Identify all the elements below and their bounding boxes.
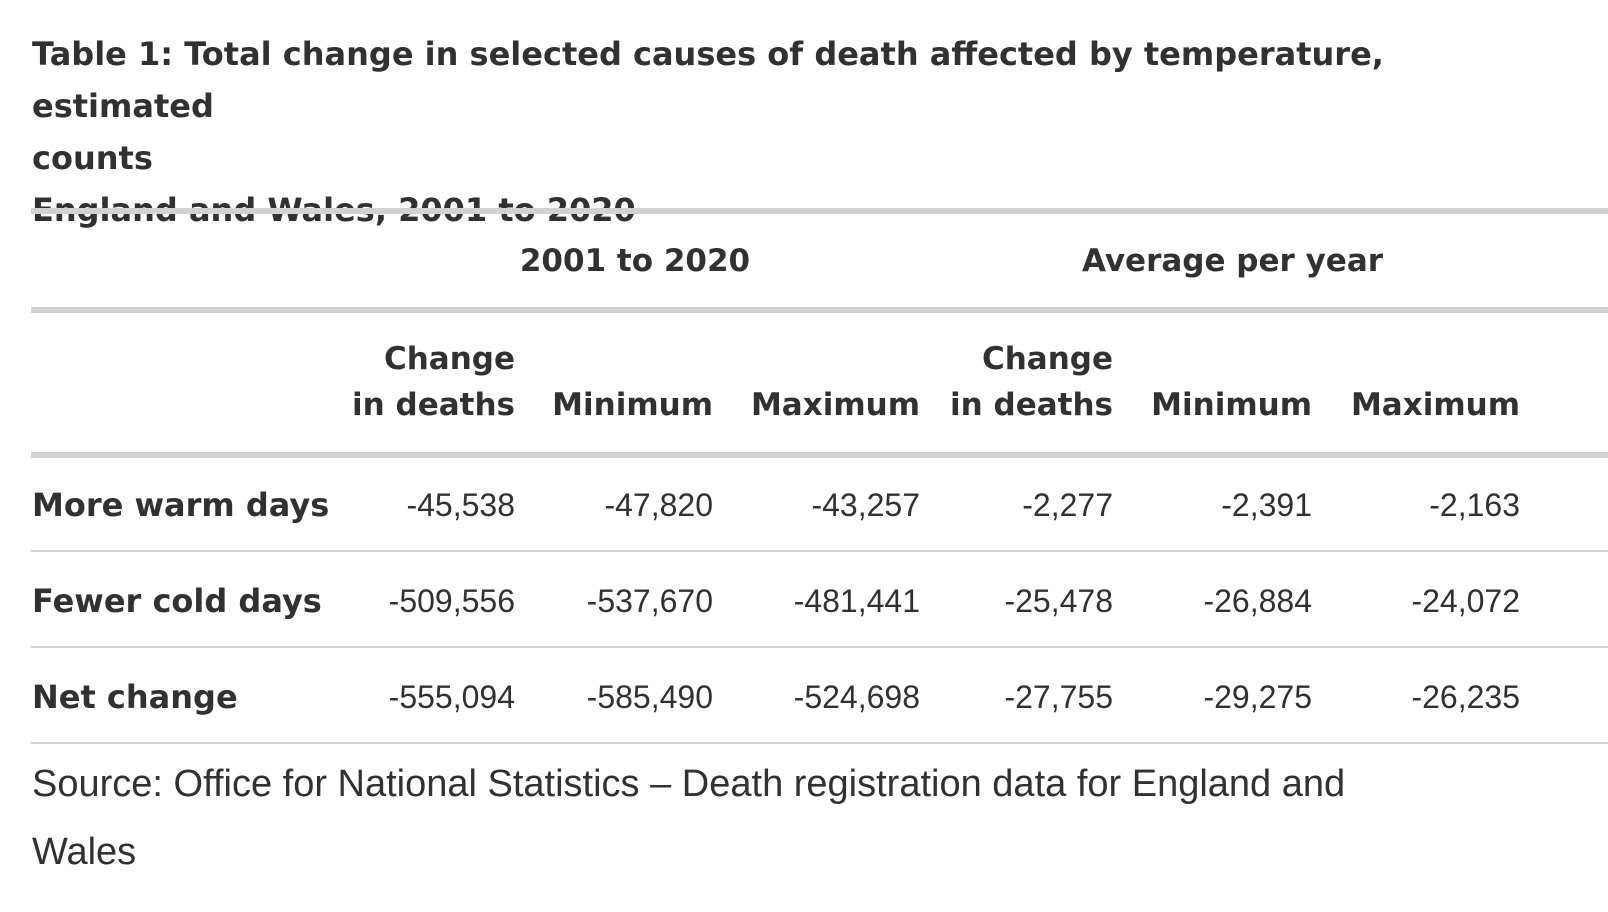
source-line-2: Wales <box>32 831 137 873</box>
row-label-fewer-cold-days: Fewer cold days <box>32 582 322 620</box>
table-cell: -45,538 <box>406 487 515 523</box>
title-line-2: counts <box>32 139 153 177</box>
column-header-line1: Change <box>981 341 1113 377</box>
row-divider-2 <box>31 646 1608 648</box>
table-cell: -2,391 <box>1221 487 1312 523</box>
column-header-maximum: Maximum <box>740 336 920 428</box>
row-label-net-change: Net change <box>32 678 238 716</box>
group-header-rule <box>31 307 1608 313</box>
bottom-rule <box>31 742 1608 744</box>
column-header-avg-minimum: Minimum <box>1140 336 1312 428</box>
title-line-1: Table 1: Total change in selected causes… <box>32 35 1384 125</box>
column-header-avg-maximum: Maximum <box>1340 336 1520 428</box>
table-cell: -537,670 <box>586 583 713 619</box>
table-cell: -29,275 <box>1203 679 1312 715</box>
column-header-line2: Maximum <box>1350 387 1520 423</box>
column-header-line1 <box>1140 336 1312 382</box>
table-cell: -43,257 <box>811 487 920 523</box>
table-cell: -524,698 <box>793 679 920 715</box>
column-header-line1 <box>545 336 713 382</box>
table-cell: -555,094 <box>388 679 515 715</box>
column-header-line1 <box>1340 336 1520 382</box>
table-cell: -47,820 <box>604 487 713 523</box>
row-label-more-warm-days: More warm days <box>32 486 330 524</box>
table-cell: -26,884 <box>1203 583 1312 619</box>
column-header-rule <box>31 452 1608 458</box>
column-header-line1 <box>740 336 920 382</box>
column-header-avg-change-in-deaths: Change in deaths <box>945 336 1113 428</box>
table-cell: -2,163 <box>1429 487 1520 523</box>
table-cell: -509,556 <box>388 583 515 619</box>
table-title: Table 1: Total change in selected causes… <box>32 28 1572 236</box>
table-cell: -2,277 <box>1022 487 1113 523</box>
table-cell: -585,490 <box>586 679 713 715</box>
group-header-2001-2020: 2001 to 2020 <box>519 243 751 279</box>
row-divider-1 <box>31 550 1608 552</box>
source-note: Source: Office for National Statistics –… <box>32 750 1572 886</box>
column-header-line2: in deaths <box>352 387 515 423</box>
column-header-change-in-deaths: Change in deaths <box>350 336 515 428</box>
table-cell: -25,478 <box>1004 583 1113 619</box>
column-header-minimum: Minimum <box>545 336 713 428</box>
column-header-line2: Minimum <box>552 387 713 423</box>
table-cell: -481,441 <box>793 583 920 619</box>
column-header-line2: Minimum <box>1151 387 1312 423</box>
table-cell: -26,235 <box>1411 679 1520 715</box>
column-header-line2: Maximum <box>750 387 920 423</box>
column-header-line1: Change <box>383 341 515 377</box>
top-rule <box>31 208 1608 214</box>
table-cell: -24,072 <box>1411 583 1520 619</box>
source-line-1: Source: Office for National Statistics –… <box>32 763 1346 805</box>
table-cell: -27,755 <box>1004 679 1113 715</box>
column-header-line2: in deaths <box>950 387 1113 423</box>
group-header-average-per-year: Average per year <box>1081 243 1384 279</box>
